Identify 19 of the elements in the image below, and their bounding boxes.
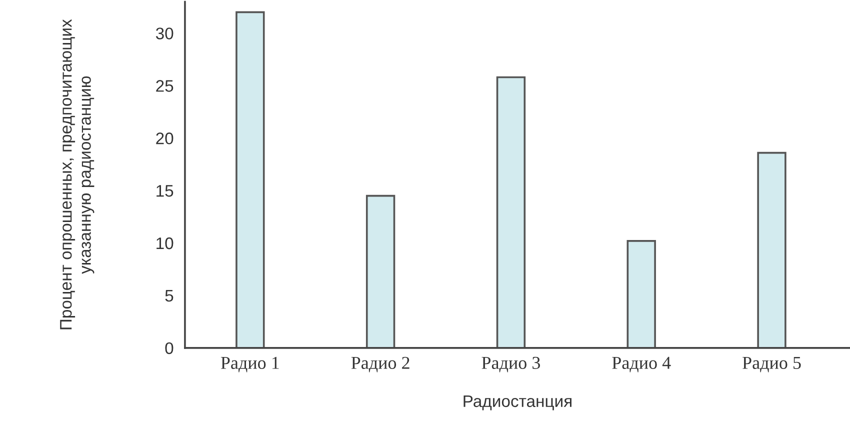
- x-axis-title: Радиостанция: [464, 395, 572, 410]
- y-tick-label: 25: [156, 80, 174, 92]
- y-tick-label: 10: [156, 237, 174, 250]
- x-tick-label: Радио 3: [482, 356, 540, 372]
- bar: [366, 194, 396, 348]
- y-axis-title: Процент опрошенных, предпочитающих указанную радиостанцию: [60, 19, 94, 330]
- x-tick-label: Радио 1: [220, 356, 279, 372]
- bar: [757, 152, 786, 348]
- bar: [626, 240, 656, 348]
- x-tick-label: Радио 5: [742, 356, 801, 372]
- y-tick-label: 15: [156, 185, 174, 197]
- x-tick-label: Радио 4: [612, 356, 671, 372]
- y-tick-label: 30: [156, 28, 174, 40]
- y-tick-label: 0: [165, 342, 174, 354]
- y-tick-label: 20: [156, 132, 174, 144]
- x-tick-label: Радио 2: [351, 356, 410, 372]
- y-tick-label: 5: [165, 290, 174, 302]
- bar: [236, 11, 265, 348]
- bar: [496, 76, 526, 348]
